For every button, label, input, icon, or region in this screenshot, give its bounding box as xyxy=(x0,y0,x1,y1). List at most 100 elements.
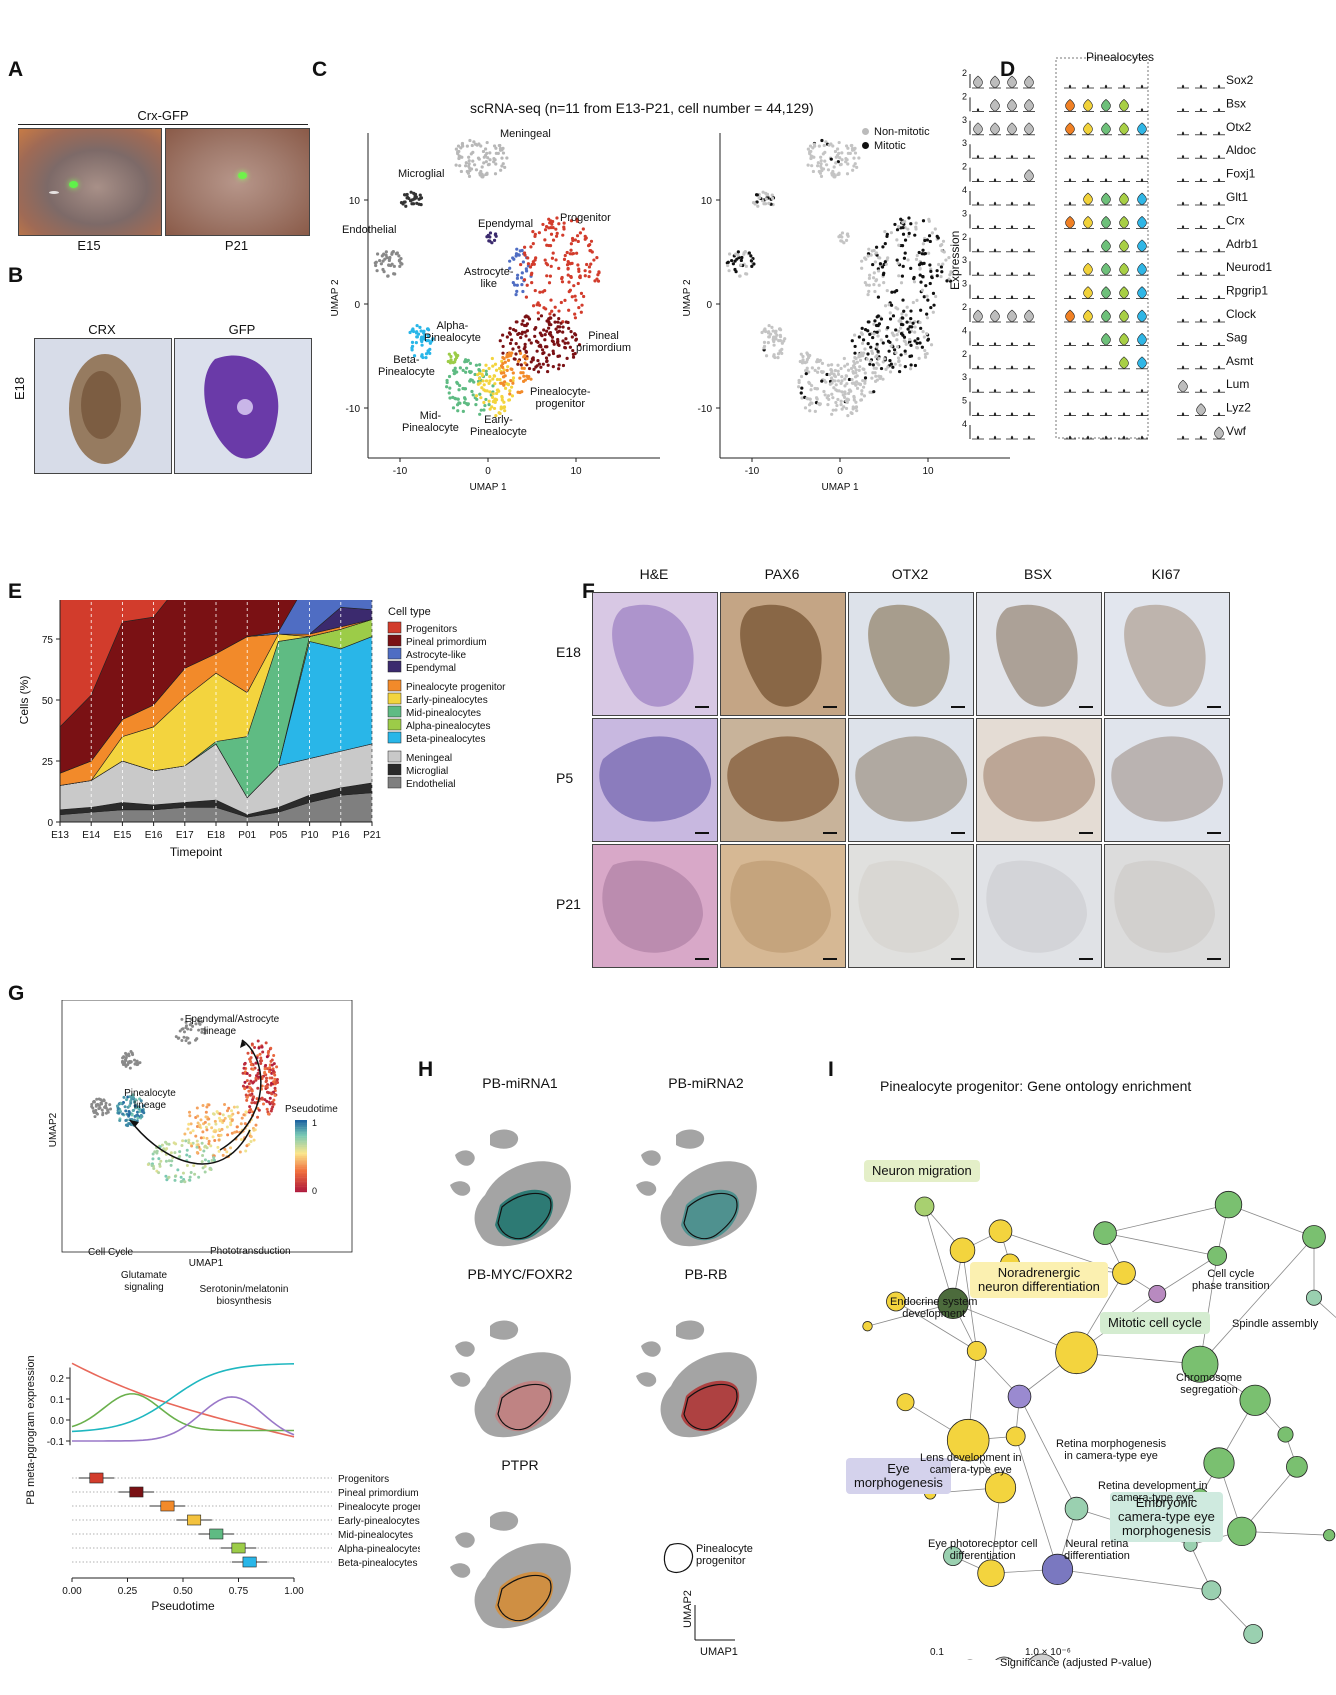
violin-ymax: 3 xyxy=(962,208,967,218)
violin-ymax: 2 xyxy=(962,232,967,242)
go-label-0: Cell cycle phase transition xyxy=(1192,1268,1270,1292)
legend-endothelial: Endothelial xyxy=(406,779,455,790)
umap-feature-0 xyxy=(450,1129,571,1247)
box-label-4: Mid-pinealocytes xyxy=(338,1530,413,1541)
gene-label-sox2: Sox2 xyxy=(1226,73,1254,87)
area-xtick: P05 xyxy=(270,830,288,841)
go-node-3 xyxy=(949,1237,976,1263)
annot-ependymal-lineage: Ependymal/Astrocyte xyxy=(185,1014,280,1025)
ihc-pax6-e18 xyxy=(720,592,846,716)
go-node-6 xyxy=(937,1287,969,1319)
go-node-14 xyxy=(1005,1426,1026,1447)
panel-letter-d: D xyxy=(1000,58,1016,81)
legend-pinealocyte-progenitor: Pinealocyte progenitor xyxy=(696,1543,753,1567)
cluster-label-5: Astrocyte-like xyxy=(464,266,514,290)
g-umap-xlabel: UMAP1 xyxy=(189,1258,224,1269)
panel-a-rule xyxy=(18,124,308,125)
gene-label-crx: Crx xyxy=(1226,213,1245,227)
annot-pinealocyte-lineage: Pinealocyte xyxy=(124,1088,176,1099)
legend-ependymal: Ependymal xyxy=(406,663,456,674)
umap-plots: -10 0 10 10 0 -10 UMAP 1 UMAP 2 -10 0 10 10 0 -10 UMAP… xyxy=(330,133,1010,493)
ihc-pax6-p5 xyxy=(720,718,846,842)
box-xtick: 0.00 xyxy=(62,1586,82,1597)
umap-title-pb-myc-foxr2: PB-MYC/FOXR2 xyxy=(467,1266,573,1282)
ihc-col-h-e: H&E xyxy=(639,566,669,582)
panel-letter-e: E xyxy=(8,580,23,603)
ihc-ki67-p5 xyxy=(1104,718,1230,842)
curve-label-glutamate-2: signaling xyxy=(124,1282,163,1293)
go-label-2: Endocrine system development xyxy=(890,1296,978,1320)
umap-ylabel: UMAP 2 xyxy=(682,279,693,316)
box-label-3: Early-pinealocytes xyxy=(338,1516,420,1527)
panel-letter-f: F xyxy=(582,580,595,603)
panel-a-title: Crx-GFP xyxy=(137,108,189,123)
ihc-otx2-e18 xyxy=(848,592,974,716)
label-gfp: GFP xyxy=(228,322,256,337)
ihc-row-p5: P5 xyxy=(556,770,574,786)
violin-plot: 2 Sox2 2 Bsx 3 Otx2 3 Aldoc 2 Foxj1 4 Glt1 3 Crx 2 Adrb… xyxy=(962,57,1272,440)
cluster-label-2: Endothelial xyxy=(342,224,397,236)
go-label-8: Neural retina differentiation xyxy=(1064,1538,1130,1562)
umap-xlabel: UMAP 1 xyxy=(821,482,858,493)
go-node-16 xyxy=(1007,1384,1032,1409)
legend-pineal-primordium: Pineal primordium xyxy=(406,637,487,648)
curve-label-serotonin: Serotonin/melatonin xyxy=(200,1284,289,1295)
go-node-0 xyxy=(914,1196,935,1217)
gene-label-foxj1: Foxj1 xyxy=(1226,167,1256,181)
violin-ymax: 4 xyxy=(962,185,967,195)
ihc-col-ki67: KI67 xyxy=(1151,566,1181,582)
cluster-label-8: Beta- Pinealocyte xyxy=(378,354,435,378)
panel-i-title: Pinealocyte progenitor: Gene ontology en… xyxy=(880,1078,1192,1094)
cbar-title: Pseudotime xyxy=(285,1104,338,1115)
ihc-otx2-p21 xyxy=(848,844,974,968)
umap-axes-icon xyxy=(694,1605,735,1641)
box-label-6: Beta-pinealocytes xyxy=(338,1558,418,1569)
gene-label-rpgrip1: Rpgrip1 xyxy=(1226,284,1268,298)
ihc-col-pax6: PAX6 xyxy=(764,566,800,582)
umap-ytick: 0 xyxy=(706,300,712,311)
curve-ytick: 0.2 xyxy=(50,1374,64,1385)
violin-ymax: 5 xyxy=(962,396,967,406)
gene-label-vwf: Vwf xyxy=(1226,424,1247,438)
photo-p21 xyxy=(165,128,310,236)
umap-ytick: -10 xyxy=(346,404,361,415)
cluster-label-0: Meningeal xyxy=(500,128,551,140)
go-label-3: Chromosome segregation xyxy=(1176,1372,1243,1396)
violin-ymax: 3 xyxy=(962,279,967,289)
cluster-label-9: Pinealocyte-progenitor xyxy=(530,386,591,410)
umap-title-pb-mirna2: PB-miRNA2 xyxy=(668,1075,744,1091)
size-legend-max: 1.0 × 10⁻⁶ xyxy=(1025,1647,1071,1658)
box-xtick: 0.25 xyxy=(118,1586,138,1597)
violin-ymax: 2 xyxy=(962,302,967,312)
area-progenitors xyxy=(59,600,168,728)
area-xtick: P21 xyxy=(363,830,381,841)
panel-letter-a: A xyxy=(8,58,24,81)
go-node-24 xyxy=(1305,1289,1322,1306)
ihc-row-e18: E18 xyxy=(556,644,581,660)
size-legend-min: 0.1 xyxy=(930,1647,944,1658)
cluster-label-1: Microglial xyxy=(398,168,445,180)
go-highlight-1: Noradrenergic neuron differentiation xyxy=(970,1262,1108,1298)
area-xtick: P16 xyxy=(332,830,350,841)
ihc-row-p21: P21 xyxy=(556,896,581,912)
go-node-11 xyxy=(896,1393,915,1412)
go-node-27 xyxy=(1181,1345,1219,1383)
gene-label-glt1: Glt1 xyxy=(1226,190,1248,204)
ihc-bsx-e18 xyxy=(976,592,1102,716)
ihc-bsx-p5 xyxy=(976,718,1102,842)
ihc-ki67-p21 xyxy=(1104,844,1230,968)
pseudotime-panel: Pseudotime10Ependymal/AstrocytelineagePi… xyxy=(25,1000,420,1613)
umap-feature-1 xyxy=(636,1129,757,1247)
legend-pinealocyte-progenitor: Pinealocyte progenitor xyxy=(406,682,506,693)
gene-label-lum: Lum xyxy=(1226,377,1249,391)
violin-ymax: 3 xyxy=(962,372,967,382)
gene-label-aldoc: Aldoc xyxy=(1226,143,1256,157)
umap-xtick: -10 xyxy=(393,466,408,477)
cluster-label-6: Alpha- Pinealocyte xyxy=(424,320,481,344)
cluster-label-7: Pineal primordium xyxy=(576,330,632,354)
size-legend-title: Significance (adjusted P-value) xyxy=(1000,1657,1152,1669)
curve-label-cell-cycle: Cell Cycle xyxy=(88,1247,133,1258)
gene-label-adrb1: Adrb1 xyxy=(1226,237,1258,251)
legend-title: Cell type xyxy=(388,606,431,618)
g-umap-ylabel: UMAP2 xyxy=(48,1112,59,1147)
